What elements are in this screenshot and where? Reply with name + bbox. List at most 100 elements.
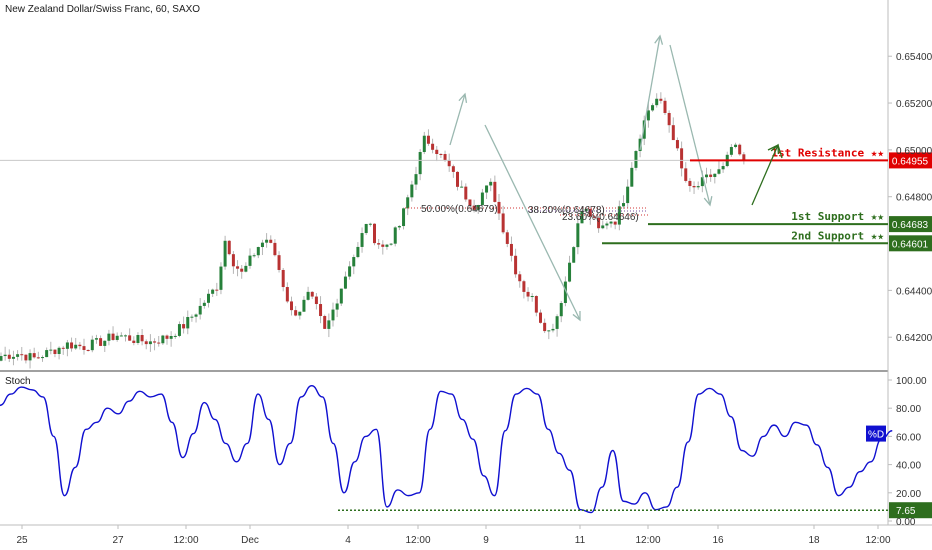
candle-body xyxy=(343,276,347,289)
candle-body xyxy=(572,247,576,263)
candle-body xyxy=(32,353,36,358)
candle-body xyxy=(630,167,634,187)
stoch-pane[interactable] xyxy=(0,373,888,525)
candle-body xyxy=(675,140,679,149)
candle-body xyxy=(426,135,430,144)
candle-body xyxy=(202,302,206,306)
candle-body xyxy=(485,185,489,193)
candle-body xyxy=(634,151,638,168)
time-tick-label: 12:00 xyxy=(173,535,198,546)
candle-body xyxy=(742,154,746,161)
candle-body xyxy=(435,149,439,154)
candle-body xyxy=(368,223,372,225)
candle-body xyxy=(136,335,140,343)
candle-body xyxy=(211,289,215,294)
candle-body xyxy=(198,305,202,315)
candle-body xyxy=(364,223,368,234)
candle-body xyxy=(360,233,364,247)
candle-body xyxy=(128,335,132,341)
price-tick-label: 0.64800 xyxy=(896,193,932,204)
candle-body xyxy=(57,347,61,354)
time-tick-label: 12:00 xyxy=(865,535,890,546)
candle-body xyxy=(348,266,352,277)
projection-arrow-up-1 xyxy=(449,92,468,146)
candle-body xyxy=(547,330,551,332)
candle-body xyxy=(584,208,588,212)
candle-body xyxy=(111,333,115,340)
candle-body xyxy=(269,239,273,243)
candle-body xyxy=(493,181,497,202)
candle-body xyxy=(468,199,472,206)
candle-body xyxy=(115,335,119,340)
candle-body xyxy=(406,197,410,209)
stoch-title: Stoch xyxy=(5,376,31,387)
candle-body xyxy=(319,304,323,317)
candle-body xyxy=(505,232,509,244)
candle-body xyxy=(514,255,518,275)
candle-body xyxy=(530,296,534,298)
candle-body xyxy=(16,354,20,357)
candle-body xyxy=(153,341,157,343)
candle-body xyxy=(41,357,44,359)
candle-body xyxy=(190,316,194,318)
candle-body xyxy=(659,98,663,101)
projection-arrow-up-1-shaft xyxy=(449,93,466,146)
projection-arrow-up-1-head xyxy=(458,92,468,103)
candle-body xyxy=(626,186,630,204)
candle-body xyxy=(696,186,700,188)
candle-body xyxy=(327,320,331,329)
level-price-badge-1 xyxy=(889,152,932,169)
candle-body xyxy=(244,265,248,272)
candle-body xyxy=(260,242,264,248)
stoch-tick-label: 40.00 xyxy=(896,461,921,472)
candle-body xyxy=(61,347,65,349)
candle-body xyxy=(248,255,252,266)
candle-body xyxy=(738,144,742,155)
candle-body xyxy=(642,120,646,139)
stoch-d-label: %D xyxy=(868,430,884,441)
candle-body xyxy=(518,274,522,282)
level-label-2: 1st Support ★★ xyxy=(791,210,884,223)
candle-body xyxy=(240,268,244,272)
candle-body xyxy=(713,173,717,177)
projection-arrow-up-2-head xyxy=(654,34,664,45)
candle-body xyxy=(609,221,613,224)
candle-body xyxy=(377,243,381,245)
candle-body xyxy=(509,243,513,256)
candle-body xyxy=(563,281,567,304)
candle-body xyxy=(580,211,584,224)
level-price-badge-3 xyxy=(889,235,932,252)
candle-body xyxy=(302,299,306,312)
candle-body xyxy=(393,227,397,244)
candle-body xyxy=(451,166,455,172)
candle-body xyxy=(285,287,289,302)
candle-body xyxy=(559,303,563,317)
candle-body xyxy=(335,303,339,310)
candle-body xyxy=(717,169,721,174)
time-tick-label: 27 xyxy=(112,535,124,546)
candle-body xyxy=(671,125,675,141)
stoch-threshold-value: 7.65 xyxy=(896,506,916,517)
stoch-tick-label: 0.00 xyxy=(896,517,916,528)
candle-body xyxy=(456,171,459,187)
candle-body xyxy=(588,208,592,217)
candle-body xyxy=(597,217,601,229)
candle-body xyxy=(323,316,327,329)
candle-body xyxy=(90,339,94,351)
candle-body xyxy=(207,293,210,303)
price-pane[interactable] xyxy=(0,0,888,370)
price-tick-label: 0.65400 xyxy=(896,52,932,63)
candle-body xyxy=(290,301,293,311)
time-tick-label: 9 xyxy=(483,535,489,546)
candle-body xyxy=(539,312,542,323)
candle-body xyxy=(385,244,389,247)
candle-body xyxy=(431,143,435,150)
forecast-arrow-tip xyxy=(767,144,783,159)
candle-body xyxy=(534,296,538,313)
candle-body xyxy=(331,309,335,321)
candle-body xyxy=(592,216,596,218)
candle-body xyxy=(414,174,418,185)
time-tick-label: 12:00 xyxy=(635,535,660,546)
candle-body xyxy=(638,138,642,152)
